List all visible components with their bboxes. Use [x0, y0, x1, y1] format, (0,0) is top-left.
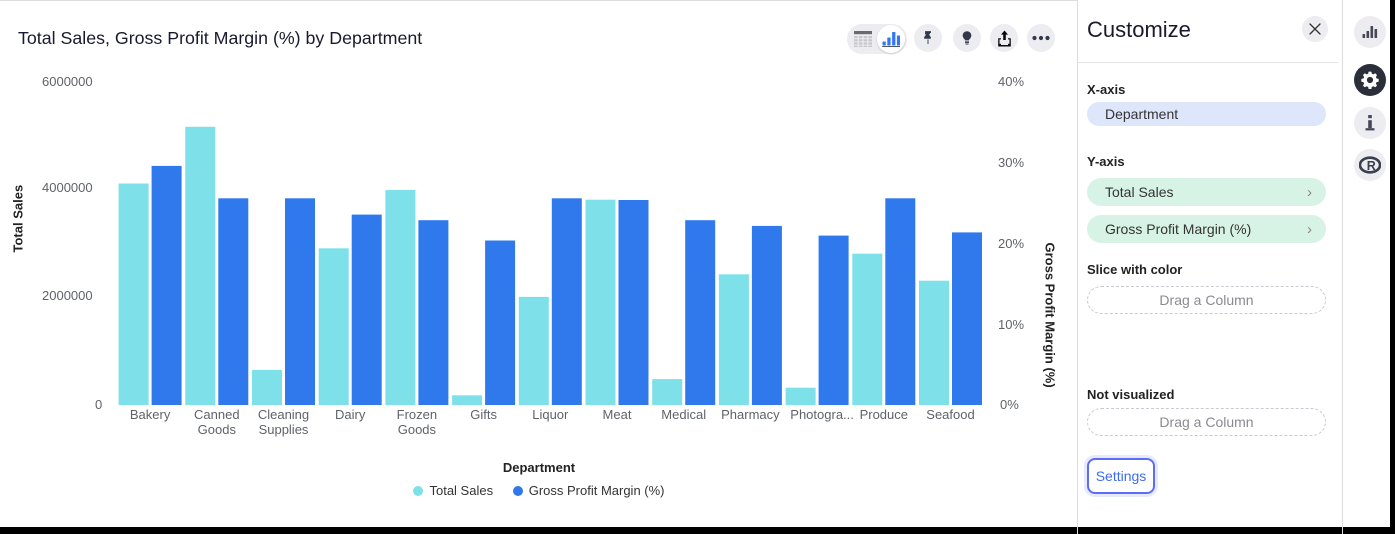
svg-text:R: R [1367, 159, 1376, 173]
